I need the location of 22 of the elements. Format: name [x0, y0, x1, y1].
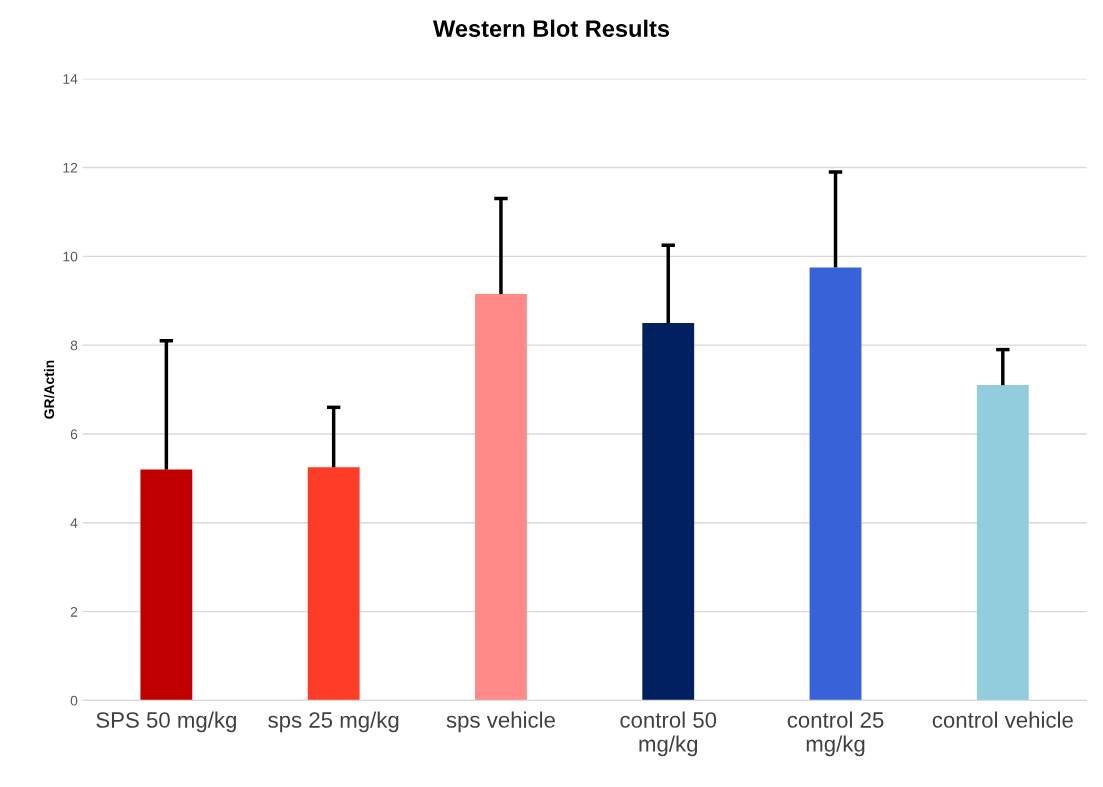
x-tick-label: sps 25 mg/kg	[268, 711, 399, 733]
x-tick-label: control vehicle	[932, 711, 1073, 728]
y-tick-label: 14	[63, 74, 78, 84]
bar	[976, 385, 1029, 701]
y-tick-label: 4	[70, 518, 78, 528]
y-tick-label: 0	[70, 695, 78, 706]
bar	[809, 267, 862, 701]
bar	[307, 467, 360, 701]
y-tick-label: 12	[63, 162, 78, 173]
y-axis-title: GR/Actin	[43, 360, 55, 419]
chart-title: Western Blot Results	[433, 19, 670, 38]
bar	[475, 294, 527, 701]
y-tick-label: 2	[70, 606, 78, 617]
x-tick-label: SPS 50 mg/kg	[96, 711, 236, 733]
y-tick-label: 8	[70, 340, 78, 351]
y-tick-label: 10	[63, 251, 78, 262]
bar	[642, 322, 695, 701]
x-tick-label: control 25 mg/kg	[787, 711, 884, 757]
y-tick-label: 6	[70, 429, 78, 440]
bar	[140, 469, 193, 701]
x-tick-label: control 50 mg/kg	[620, 711, 717, 757]
x-tick-label: sps vehicle	[446, 711, 555, 733]
